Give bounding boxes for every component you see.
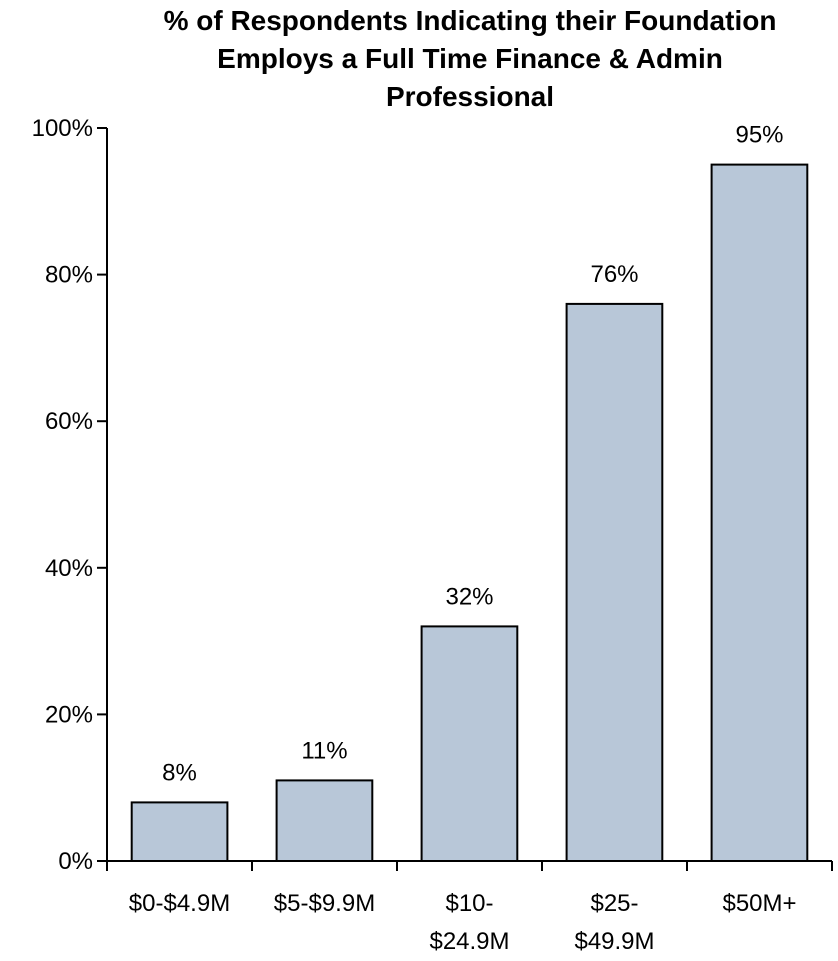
data-label-0: 8% xyxy=(162,759,197,786)
y-tick-label-5: 100% xyxy=(32,115,93,142)
x-tick-label-3-line-2: $49.9M xyxy=(574,928,654,955)
data-label-2: 32% xyxy=(445,583,493,610)
data-label-4: 95% xyxy=(735,122,783,149)
x-tick-label-0: $0-$4.9M xyxy=(129,890,230,917)
chart-title-line-1: % of Respondents Indicating their Founda… xyxy=(164,5,777,36)
y-tick-label-0: 0% xyxy=(58,848,93,875)
plot-area: 8% 11% 32% 76% 95% 0% 20% 40% 60% 80% 100% $0-$4.9M… xyxy=(32,115,833,955)
chart-title-line-3: Professional xyxy=(386,81,554,112)
bar-2 xyxy=(420,625,519,863)
x-tick-label-2-line-2: $24.9M xyxy=(429,928,509,955)
data-label-1: 11% xyxy=(301,737,347,764)
x-tick-label-3-line-1: $25- xyxy=(590,890,638,917)
x-tick-label-4: $50M+ xyxy=(722,890,796,917)
chart-title-line-2: Employs a Full Time Finance & Admin xyxy=(217,43,723,74)
y-tick-label-1: 20% xyxy=(45,701,93,728)
bar-3 xyxy=(565,302,664,862)
x-tick-label-1: $5-$9.9M xyxy=(274,890,375,917)
x-tick-label-2-line-1: $10- xyxy=(445,890,493,917)
chart-title: % of Respondents Indicating their Founda… xyxy=(164,5,777,112)
data-label-3: 76% xyxy=(590,261,638,288)
y-tick-label-4: 80% xyxy=(45,262,93,289)
bar-4 xyxy=(710,163,809,863)
bar-0 xyxy=(130,801,229,863)
y-tick-label-2: 40% xyxy=(45,555,93,582)
y-tick-label-3: 60% xyxy=(45,408,93,435)
bar-1 xyxy=(275,779,374,863)
